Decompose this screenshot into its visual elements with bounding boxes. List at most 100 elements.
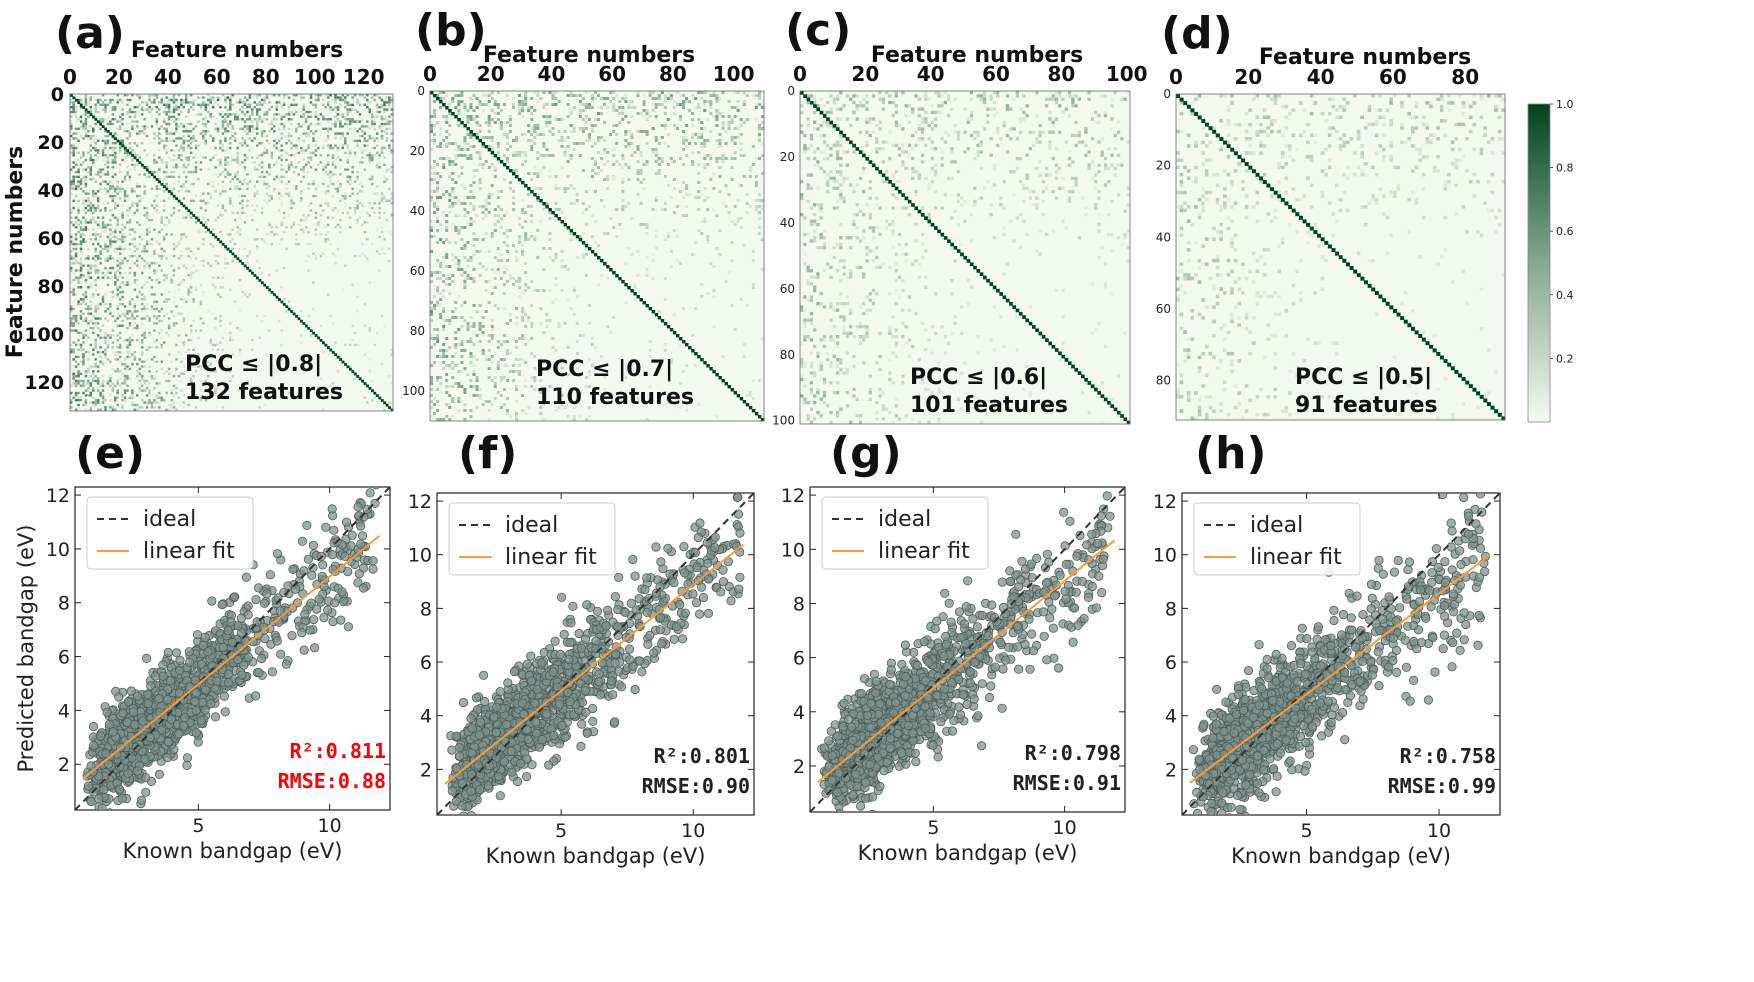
- heatmap-cell: [84, 278, 88, 282]
- heatmap-cell: [518, 241, 522, 244]
- heatmap-cell: [104, 156, 107, 159]
- heatmap-cell: [363, 168, 367, 171]
- heatmap-cell: [148, 218, 151, 222]
- heatmap-cell: [490, 268, 494, 271]
- heatmap-cell: [170, 132, 173, 135]
- heatmap-cell: [490, 118, 494, 121]
- diagonal-cell: [96, 120, 100, 124]
- heatmap-cell: [77, 286, 80, 289]
- heatmap-cell: [445, 220, 449, 223]
- heatmap-cell: [148, 389, 151, 392]
- heatmap-cell: [136, 204, 139, 207]
- heatmap-cell: [229, 180, 232, 183]
- heatmap-cell: [133, 106, 137, 109]
- heatmap-cell: [197, 113, 200, 116]
- heatmap-cell: [221, 190, 225, 193]
- heatmap-cell: [275, 101, 278, 104]
- heatmap-cell: [180, 250, 183, 253]
- heatmap-cell: [94, 346, 97, 349]
- heatmap-cell: [518, 154, 522, 157]
- heatmap-cell: [334, 115, 337, 119]
- heatmap-cell: [92, 314, 95, 318]
- heatmap-cell: [109, 310, 112, 313]
- heatmap-cell: [280, 163, 283, 167]
- heatmap-cell: [253, 192, 256, 195]
- heatmap-cell: [133, 278, 137, 282]
- heatmap-cell: [114, 194, 117, 198]
- heatmap-cell: [248, 250, 252, 253]
- heatmap-cell: [551, 91, 555, 94]
- heatmap-cell: [624, 163, 628, 166]
- heatmap-cell: [118, 127, 122, 131]
- heatmap-cell: [96, 156, 100, 159]
- heatmap-cell: [742, 355, 746, 358]
- heatmap-cell: [472, 145, 476, 148]
- heatmap-cell: [472, 238, 476, 241]
- heatmap-cell: [390, 98, 393, 102]
- heatmap-cell: [185, 115, 188, 119]
- heatmap-cell: [94, 247, 97, 251]
- heatmap-cell: [385, 170, 389, 174]
- heatmap-cell: [114, 353, 117, 356]
- heatmap-cell: [487, 106, 491, 109]
- heatmap-cell: [192, 384, 195, 387]
- heatmap-cell: [515, 280, 519, 283]
- heatmap-cell: [633, 151, 637, 154]
- heatmap-cell: [326, 118, 330, 121]
- heatmap-cell: [524, 289, 528, 292]
- heatmap-cell: [339, 103, 342, 107]
- heatmap-cell: [300, 180, 303, 183]
- heatmap-cell: [77, 118, 80, 121]
- heatmap-cell: [77, 300, 80, 303]
- heatmap-cell: [442, 241, 446, 244]
- heatmap-cell: [204, 379, 208, 383]
- heatmap-cell: [236, 230, 239, 234]
- heatmap-cell: [493, 256, 497, 259]
- heatmap-cell: [133, 305, 137, 308]
- heatmap-cell: [165, 103, 168, 107]
- heatmap-cell: [760, 199, 764, 202]
- heatmap-cell: [524, 325, 528, 328]
- heatmap-cell: [757, 94, 761, 97]
- heatmap-cell: [160, 247, 163, 251]
- heatmap-cell: [248, 137, 252, 140]
- diagonal-cell: [241, 262, 245, 265]
- heatmap-cell: [339, 137, 342, 140]
- heatmap-cell: [460, 355, 464, 358]
- heatmap-cell: [505, 235, 509, 238]
- heatmap-cell: [331, 146, 335, 150]
- heatmap-cell: [331, 161, 335, 164]
- heatmap-cell: [187, 396, 190, 399]
- heatmap-cell: [253, 137, 256, 140]
- heatmap-cell: [104, 338, 107, 342]
- heatmap-cell: [292, 144, 296, 147]
- heatmap-cell: [280, 238, 283, 241]
- heatmap-cell: [439, 223, 443, 226]
- heatmap-cell: [322, 350, 325, 354]
- heatmap-cell: [177, 118, 181, 121]
- heatmap-cell: [84, 226, 88, 229]
- heatmap-cell: [241, 118, 244, 121]
- heatmap-cell: [718, 112, 722, 115]
- heatmap-cell: [709, 154, 713, 157]
- heatmap-cell: [167, 403, 171, 407]
- heatmap-cell: [121, 403, 124, 407]
- heatmap-cell: [356, 101, 359, 104]
- heatmap-cell: [551, 346, 555, 349]
- heatmap-cell: [373, 94, 376, 97]
- heatmap-cell: [84, 127, 88, 131]
- heatmap-cell: [314, 106, 318, 109]
- heatmap-cell: [578, 112, 582, 115]
- diagonal-cell: [77, 101, 81, 104]
- heatmap-cell: [99, 408, 102, 411]
- heatmap-cell: [578, 154, 582, 157]
- heatmap-cell: [436, 121, 440, 124]
- heatmap-cell: [651, 91, 655, 94]
- heatmap-cell: [236, 326, 239, 330]
- heatmap-cell: [383, 408, 386, 411]
- heatmap-cell: [229, 233, 232, 236]
- heatmap-cell: [106, 139, 110, 143]
- heatmap-cell: [114, 197, 117, 200]
- heatmap-cell: [466, 142, 470, 145]
- heatmap-cell: [216, 118, 220, 121]
